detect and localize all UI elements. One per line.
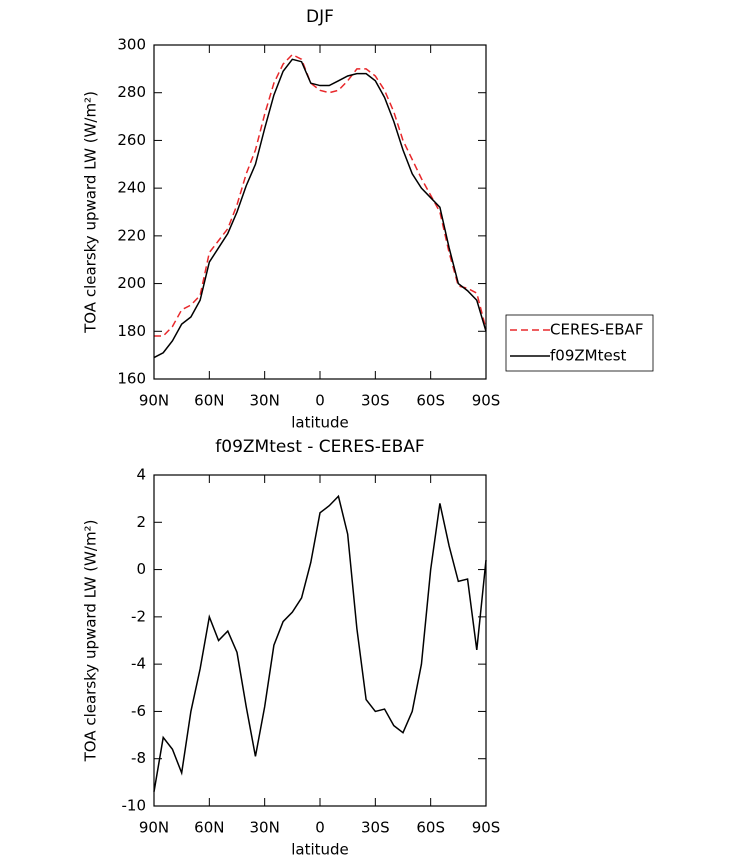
y-axis-label: TOA clearsky upward LW (W/m²) bbox=[82, 520, 100, 763]
x-tick-label: 0 bbox=[315, 392, 325, 410]
chart-title: DJF bbox=[306, 7, 334, 27]
x-tick-label: 90S bbox=[472, 392, 501, 410]
legend-label: CERES-EBAF bbox=[550, 321, 643, 339]
x-tick-label: 60N bbox=[194, 392, 224, 410]
x-tick-label: 60S bbox=[416, 392, 445, 410]
y-tick-label: 260 bbox=[117, 131, 146, 149]
x-tick-label: 30N bbox=[250, 392, 280, 410]
x-tick-label: 90N bbox=[139, 392, 169, 410]
data-line bbox=[153, 494, 487, 792]
x-tick-label: 90N bbox=[139, 819, 169, 837]
x-axis-label: latitude bbox=[291, 414, 349, 432]
y-tick-label: 200 bbox=[117, 274, 146, 292]
x-axis-label: latitude bbox=[291, 841, 349, 859]
x-tick-label: 30S bbox=[361, 819, 390, 837]
legend-label: f09ZMtest bbox=[550, 347, 627, 365]
y-tick-label: 180 bbox=[117, 322, 146, 340]
data-line bbox=[153, 58, 487, 359]
data-line bbox=[154, 53, 487, 337]
y-tick-label: 2 bbox=[136, 513, 146, 531]
y-tick-label: -4 bbox=[131, 655, 146, 673]
y-tick-label: -10 bbox=[122, 797, 147, 815]
y-tick-label: 220 bbox=[117, 226, 146, 244]
y-tick-label: 280 bbox=[117, 83, 146, 101]
y-tick-label: -2 bbox=[131, 607, 146, 625]
y-tick-label: 0 bbox=[136, 560, 146, 578]
x-tick-label: 60S bbox=[416, 819, 445, 837]
y-tick-label: 240 bbox=[117, 179, 146, 197]
plot-frame bbox=[153, 44, 487, 380]
x-tick-label: 30S bbox=[361, 392, 390, 410]
y-axis-label: TOA clearsky upward LW (W/m²) bbox=[82, 91, 100, 334]
y-tick-label: -8 bbox=[131, 749, 146, 767]
y-tick-label: 300 bbox=[117, 36, 146, 54]
plot-frame bbox=[153, 474, 487, 807]
x-tick-label: 60N bbox=[194, 819, 224, 837]
y-tick-label: 4 bbox=[136, 466, 146, 484]
x-tick-label: 0 bbox=[315, 819, 325, 837]
y-tick-label: -6 bbox=[131, 702, 146, 720]
legend-box bbox=[505, 314, 654, 372]
x-tick-label: 30N bbox=[250, 819, 280, 837]
x-tick-label: 90S bbox=[472, 819, 501, 837]
chart-title: f09ZMtest - CERES-EBAF bbox=[215, 437, 424, 457]
y-tick-label: 160 bbox=[117, 370, 146, 388]
